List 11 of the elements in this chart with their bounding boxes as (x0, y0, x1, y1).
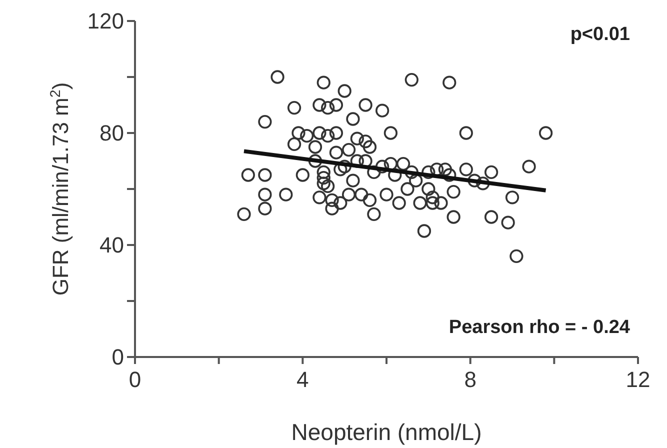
x-tick-label: 8 (464, 367, 476, 392)
x-tick-label: 4 (296, 367, 309, 392)
y-tick-label: 80 (100, 120, 124, 146)
x-tick-label: 0 (128, 367, 142, 392)
annotation: p<0.01 (570, 24, 630, 45)
x-axis-title: Neopterin (nmol/L) (291, 419, 482, 445)
y-tick-label: 120 (87, 8, 124, 34)
x-tick-label: 12 (626, 367, 650, 392)
annotation: Pearson rho = - 0.24 (448, 317, 630, 338)
y-tick-label: 40 (100, 232, 124, 258)
y-tick-label: 0 (112, 344, 124, 370)
